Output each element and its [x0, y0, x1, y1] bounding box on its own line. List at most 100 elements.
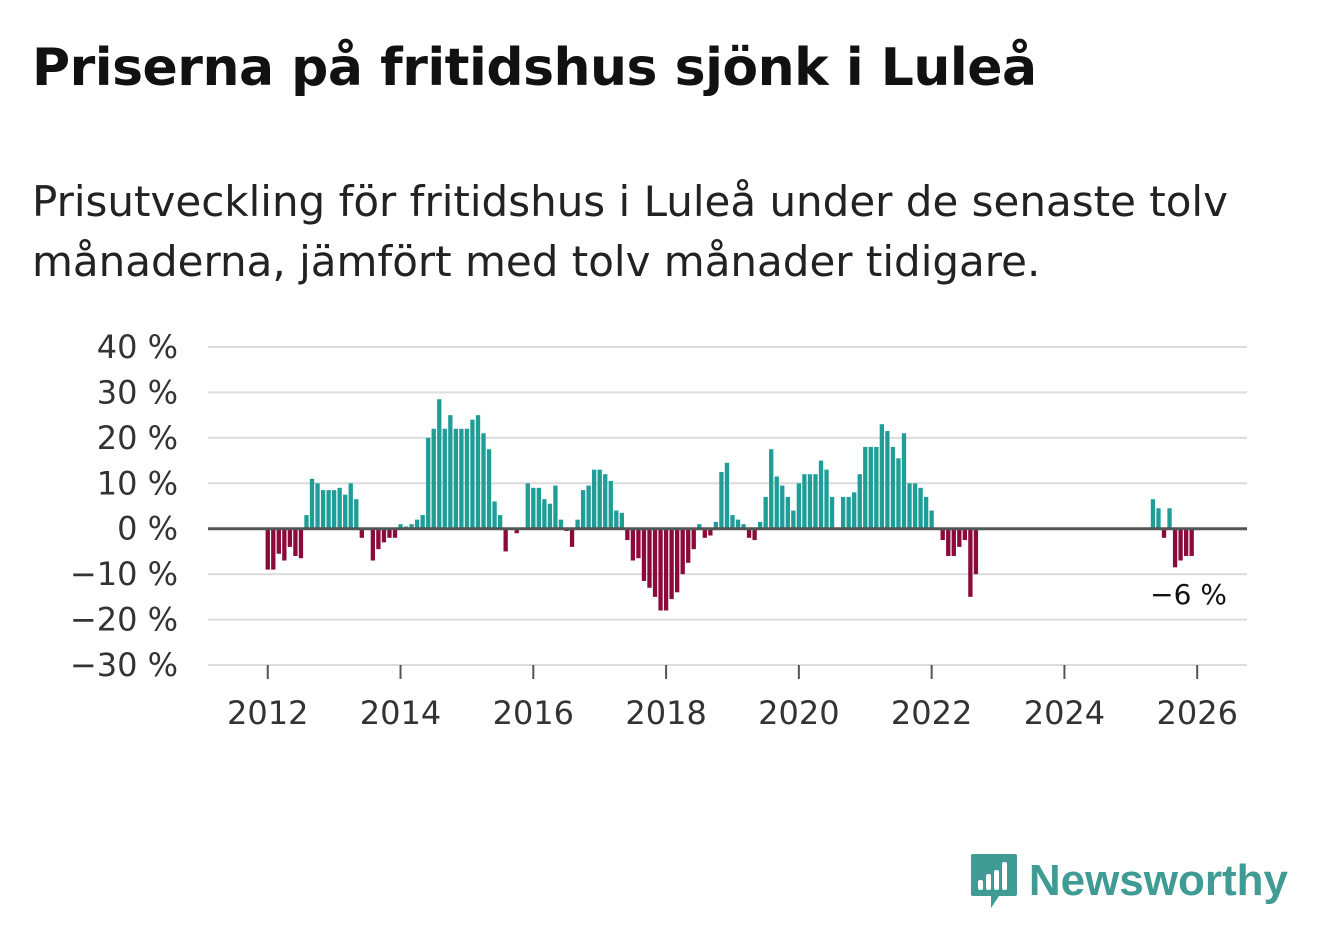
bar [757, 521, 763, 529]
bar [630, 528, 636, 561]
bar [542, 499, 547, 529]
bar [514, 528, 519, 534]
bar [923, 496, 929, 529]
bar [874, 446, 879, 529]
bar [879, 424, 885, 529]
bar [774, 476, 779, 529]
bar [890, 446, 896, 529]
bar [702, 528, 707, 538]
bar [652, 528, 658, 597]
x-tick-label: 2022 [891, 694, 972, 732]
bar [370, 528, 376, 561]
bar [315, 483, 320, 529]
bar [1183, 528, 1189, 556]
bar [1156, 508, 1161, 529]
bar [957, 528, 962, 547]
bar [796, 483, 802, 529]
bar [807, 474, 813, 529]
bar [486, 449, 492, 529]
bar [946, 528, 951, 556]
bar [547, 503, 553, 529]
bar [470, 419, 475, 529]
bar [1172, 528, 1178, 568]
bar-chart: 40 %30 %20 %10 %0 %−10 %−20 %−30 % 2012 2… [70, 328, 1247, 732]
x-tick-label: 2016 [493, 694, 574, 732]
bar [354, 499, 359, 529]
bar [398, 524, 403, 529]
bar [1189, 528, 1194, 556]
bar [608, 481, 613, 529]
bar [713, 521, 719, 529]
x-tick-label: 2026 [1156, 694, 1237, 732]
bar [763, 496, 768, 529]
bar [575, 519, 580, 529]
bar [448, 415, 453, 529]
bar [475, 415, 481, 529]
bar [569, 528, 575, 547]
bar [940, 528, 945, 541]
bar [580, 490, 586, 529]
bar [636, 528, 641, 559]
bar [592, 469, 597, 529]
bar [746, 528, 752, 538]
bar [531, 487, 536, 529]
bar [271, 528, 276, 570]
bar [392, 528, 398, 538]
bar [769, 449, 774, 529]
bar [868, 446, 873, 529]
bars [265, 399, 1194, 611]
x-tick-label: 2014 [360, 694, 441, 732]
y-tick-label: −10 % [70, 555, 178, 593]
bar [675, 528, 680, 593]
bar [852, 492, 857, 529]
bar [1150, 499, 1156, 529]
x-tick-label: 2012 [227, 694, 308, 732]
bar [536, 487, 541, 529]
chart-title: Priserna på fritidshus sjönk i Luleå [32, 38, 1037, 98]
bar [409, 524, 414, 529]
bar [265, 528, 270, 570]
bar [896, 458, 901, 529]
bar [846, 496, 851, 529]
bar [741, 524, 746, 529]
bar [691, 528, 696, 550]
bar [857, 474, 862, 529]
bar [304, 515, 309, 529]
bar [951, 528, 956, 556]
y-tick-label: 0 % [117, 510, 178, 548]
bar [719, 471, 724, 529]
bar [686, 528, 691, 563]
bar [625, 528, 630, 541]
brand-name: Newsworthy [1028, 856, 1288, 905]
bar [553, 485, 558, 529]
bar [669, 528, 674, 600]
brand-logo: Newsworthy [969, 852, 1288, 910]
bar [962, 528, 968, 541]
bar [1167, 508, 1172, 529]
bar [376, 528, 381, 550]
bar [1161, 528, 1167, 538]
bar [359, 528, 364, 538]
bar [326, 490, 331, 529]
y-tick-label: 30 % [97, 373, 178, 411]
bar [818, 460, 824, 529]
bar [968, 528, 973, 597]
bar [558, 519, 564, 529]
bar [492, 501, 497, 529]
bar [641, 528, 647, 581]
bar [282, 528, 287, 561]
bar [387, 528, 392, 538]
newsworthy-icon [970, 854, 1017, 908]
bar [381, 528, 387, 543]
bar [647, 528, 652, 588]
bar [481, 433, 486, 529]
bar [708, 528, 713, 536]
bar [464, 428, 470, 529]
chart-subtitle: Prisutveckling för fritidshus i Luleå un… [32, 177, 1228, 286]
bar [337, 487, 342, 529]
bar [785, 496, 790, 529]
bar [619, 512, 624, 529]
bar [503, 528, 508, 552]
last-value-annotation: −6 % [1150, 578, 1227, 611]
bar [420, 515, 425, 529]
